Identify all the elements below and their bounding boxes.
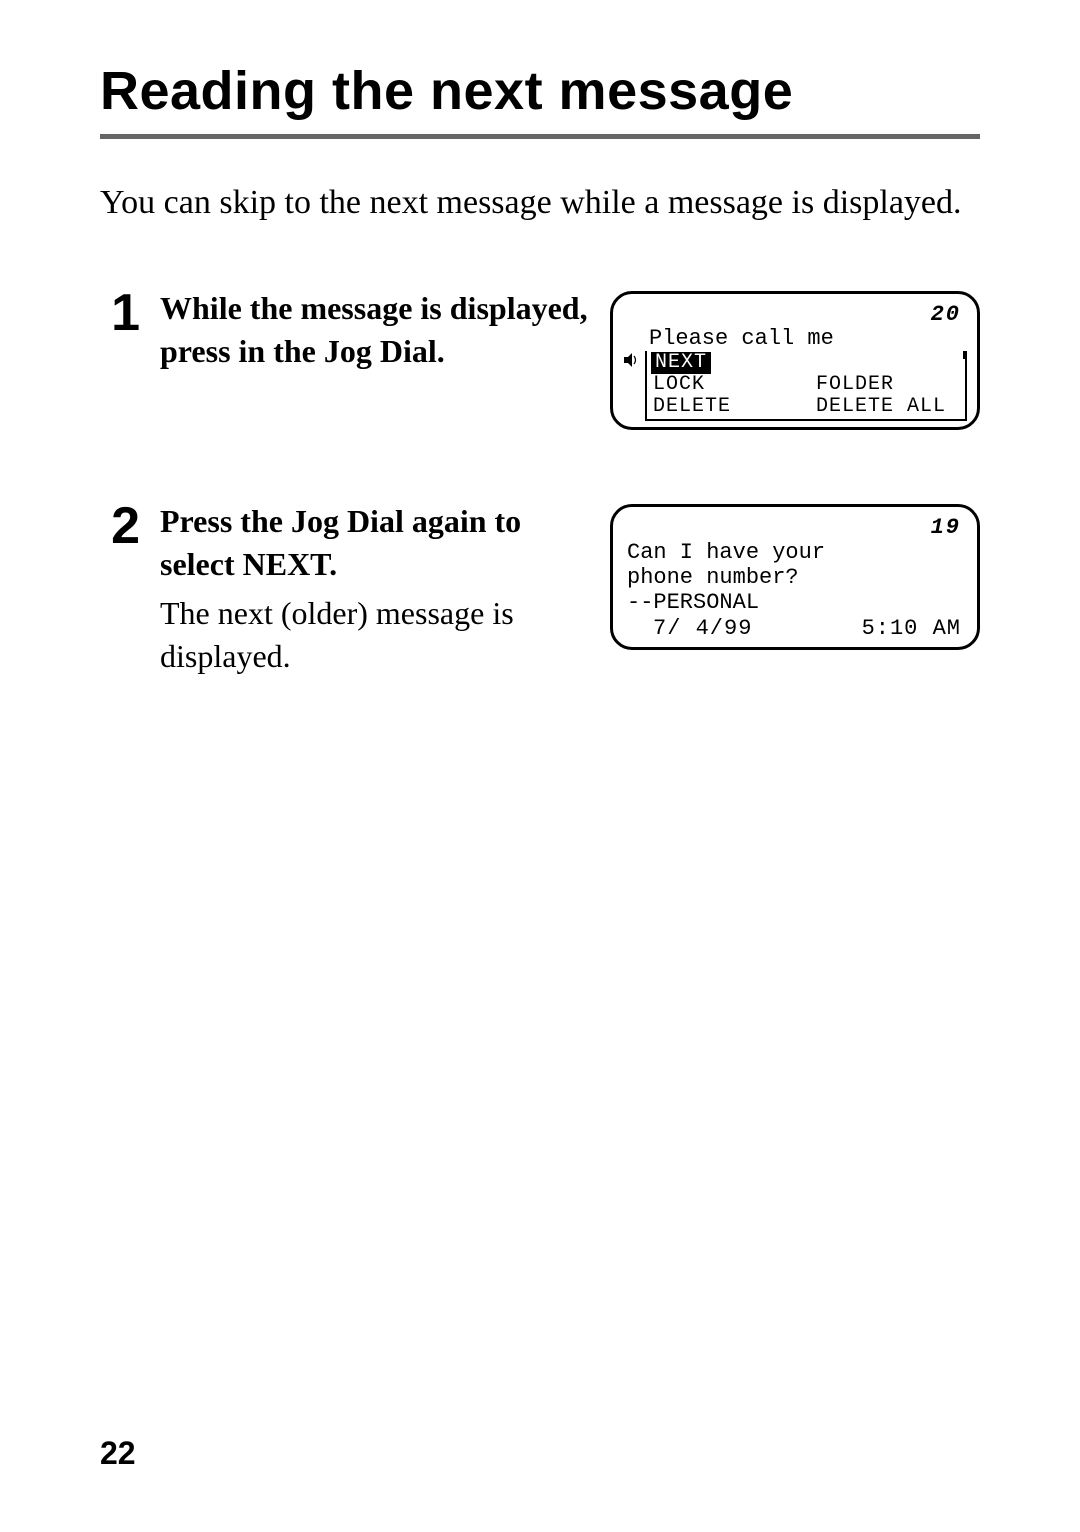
lcd-screen-1: 20 Please call me NEXT LOCK — [610, 291, 980, 430]
message-count: 20 — [623, 302, 961, 327]
lcd-menu-wrap: NEXT LOCK FOLDER DELETE DELETE ALL — [623, 351, 967, 421]
lcd-body: Can I have your phone number? --PERSONAL — [623, 540, 967, 616]
msg-line-1: Can I have your — [627, 540, 963, 565]
step-body: While the message is displayed, press in… — [160, 287, 590, 373]
msg-time: 5:10 AM — [862, 616, 961, 641]
steps-list: 1 While the message is displayed, press … — [100, 287, 980, 679]
page-title: Reading the next message — [100, 60, 980, 122]
step-description: The next (older) message is displayed. — [160, 592, 590, 678]
menu-delete: DELETE — [651, 396, 798, 418]
msg-line-2: phone number? — [627, 565, 963, 590]
page-number: 22 — [100, 1435, 136, 1472]
lcd-menu: NEXT LOCK FOLDER DELETE DELETE ALL — [645, 351, 967, 421]
menu-folder: FOLDER — [814, 374, 961, 396]
step-heading: Press the Jog Dial again to select NEXT. — [160, 500, 590, 586]
msg-date: 7/ 4/99 — [653, 616, 752, 641]
step-1: 1 While the message is displayed, press … — [100, 287, 980, 430]
speaker-icon — [623, 351, 641, 421]
message-text: Please call me — [623, 327, 967, 351]
lcd-screen-2: 19 Can I have your phone number? --PERSO… — [610, 504, 980, 650]
step-body: Press the Jog Dial again to select NEXT.… — [160, 500, 590, 679]
lcd-frame: 19 Can I have your phone number? --PERSO… — [610, 504, 980, 650]
step-number: 2 — [100, 500, 140, 552]
title-divider — [100, 134, 980, 139]
intro-text: You can skip to the next message while a… — [100, 179, 980, 227]
step-number: 1 — [100, 287, 140, 339]
menu-blank — [814, 352, 961, 374]
menu-lock: LOCK — [651, 374, 798, 396]
step-2: 2 Press the Jog Dial again to select NEX… — [100, 500, 980, 679]
message-count: 19 — [623, 515, 961, 540]
step-heading: While the message is displayed, press in… — [160, 287, 590, 373]
msg-folder: --PERSONAL — [627, 590, 963, 615]
menu-delete-all: DELETE ALL — [814, 396, 961, 418]
lcd-frame: 20 Please call me NEXT LOCK — [610, 291, 980, 430]
manual-page: Reading the next message You can skip to… — [0, 0, 1080, 1532]
menu-next: NEXT — [651, 352, 798, 374]
lcd-footer: 7/ 4/99 5:10 AM — [623, 616, 967, 641]
